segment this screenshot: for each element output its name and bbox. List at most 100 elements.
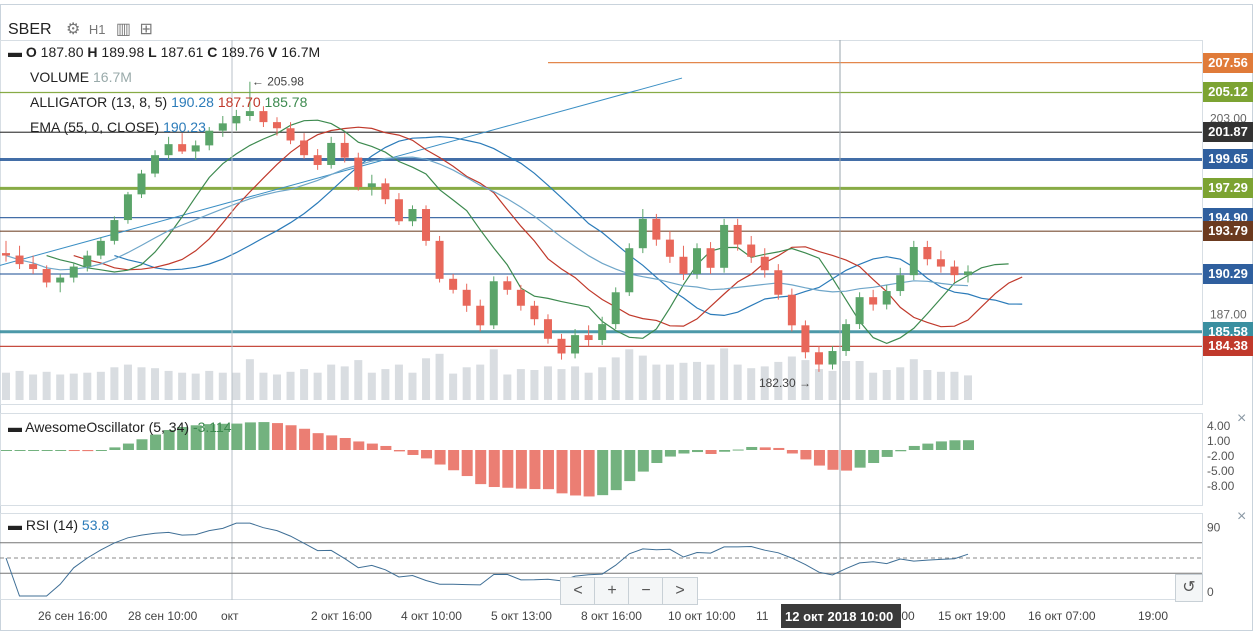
- compare-icon[interactable]: ⊞: [139, 21, 153, 38]
- settings-gear-icon[interactable]: ⚙: [66, 21, 81, 38]
- ao-bar: [610, 450, 622, 491]
- volume-bar: [367, 372, 376, 400]
- price-tag: 197.29: [1203, 178, 1253, 199]
- volume-bar: [245, 359, 254, 400]
- ao-bar: [393, 450, 405, 452]
- scroll-right-button[interactable]: >: [662, 577, 698, 605]
- legend-alligator[interactable]: ALLIGATOR (13, 8, 5) 190.28 187.70 185.7…: [30, 94, 307, 110]
- candle-body: [503, 281, 512, 290]
- candle-body: [706, 248, 715, 268]
- collapse-toggle-icon[interactable]: ▬: [8, 44, 22, 60]
- zoom-out-button[interactable]: −: [628, 577, 664, 605]
- ao-bar: [312, 433, 324, 450]
- ao-bar: [244, 422, 256, 450]
- candle-body: [652, 218, 661, 240]
- rsi-collapse-icon[interactable]: ▬: [8, 517, 22, 533]
- volume-bar: [313, 372, 322, 400]
- ao-bar: [421, 450, 433, 459]
- volume-bar: [516, 369, 525, 400]
- volume-bar: [56, 374, 65, 400]
- timeframe-label[interactable]: H1: [88, 22, 106, 37]
- ao-bar: [109, 447, 121, 450]
- ao-bar: [299, 428, 311, 450]
- legend-ema[interactable]: EMA (55, 0, CLOSE) 190.23: [30, 119, 206, 135]
- ao-bar: [895, 450, 907, 452]
- ao-bar: [95, 450, 107, 451]
- ao-bar: [935, 441, 947, 450]
- reset-chart-button[interactable]: ↺: [1175, 574, 1203, 602]
- chart-type-icon[interactable]: ▥: [115, 21, 132, 38]
- ao-bar: [434, 450, 446, 465]
- ao-bar: [163, 429, 175, 450]
- ao-bar: [624, 450, 636, 482]
- volume-bar: [272, 374, 281, 400]
- ao-bar: [150, 434, 162, 450]
- volume-bar: [462, 367, 471, 400]
- high-annotation: ← 205.98: [252, 75, 304, 89]
- ao-bar: [285, 425, 297, 450]
- candle-body: [313, 155, 322, 165]
- ao-bar: [963, 440, 974, 450]
- ao-bar: [217, 423, 229, 450]
- low-value: 187.61: [160, 44, 204, 60]
- volume-bar: [720, 348, 729, 400]
- ao-bar: [68, 450, 80, 452]
- candle-body: [449, 278, 458, 290]
- candle-body: [232, 116, 241, 124]
- price-tick-label: 187.00: [1210, 307, 1247, 321]
- volume-bar: [178, 372, 187, 400]
- volume-bar: [381, 369, 390, 400]
- candle-body: [950, 266, 959, 276]
- candle-body: [584, 335, 593, 341]
- legend-rsi[interactable]: ▬ RSI (14) 53.8: [8, 517, 109, 533]
- legend-ao[interactable]: ▬ AwesomeOscillator (5, 34) -3.114: [8, 419, 232, 435]
- volume-bar: [571, 366, 580, 400]
- time-tick-label: 4 окт 10:00: [401, 609, 462, 623]
- volume-bar: [340, 366, 349, 400]
- rsi-close-icon[interactable]: ×: [1237, 508, 1247, 525]
- volume-bar: [828, 370, 837, 400]
- ao-bar: [502, 450, 514, 488]
- candle-body: [936, 259, 945, 267]
- candle-body: [842, 324, 851, 352]
- alligator-lips-value: 185.78: [264, 94, 308, 110]
- volume-bar: [191, 373, 200, 400]
- candle-body: [476, 305, 485, 326]
- volume-bar: [354, 360, 363, 400]
- symbol-name: SBER: [8, 21, 52, 38]
- candle-body: [896, 275, 905, 292]
- volume-bar: [679, 362, 688, 400]
- ao-bar: [949, 440, 961, 450]
- legend-volume[interactable]: VOLUME 16.7M: [30, 69, 132, 85]
- ao-bar: [529, 450, 541, 490]
- symbol-title: SBER ⚙ H1 ▥ ⊞: [8, 19, 153, 39]
- rsi-line: [5, 522, 969, 597]
- candle-body: [205, 130, 214, 146]
- price-tick-label: 203.00: [1210, 111, 1247, 125]
- candle-body: [381, 183, 390, 200]
- zoom-in-button[interactable]: +: [594, 577, 630, 605]
- volume-bar: [286, 371, 295, 400]
- ao-bar: [597, 450, 609, 496]
- volume-bar: [747, 368, 756, 400]
- ao-bar: [231, 423, 243, 450]
- time-tick-label: 11: [756, 609, 769, 623]
- volume-bar: [83, 372, 92, 400]
- volume-bar: [476, 364, 485, 400]
- ao-bar: [407, 450, 419, 455]
- ao-bar: [380, 445, 392, 450]
- volume-indicator-value: 16.7M: [93, 69, 132, 85]
- ao-close-icon[interactable]: ×: [1237, 410, 1247, 427]
- volume-bar: [652, 364, 661, 400]
- volume-bar: [625, 349, 634, 400]
- volume-bar: [422, 358, 431, 400]
- alligator-label: ALLIGATOR (13, 8, 5): [30, 94, 168, 110]
- volume-bar: [327, 364, 336, 400]
- candle-body: [557, 338, 566, 354]
- scroll-left-button[interactable]: <: [560, 577, 596, 605]
- volume-bar: [774, 361, 783, 400]
- ao-collapse-icon[interactable]: ▬: [8, 419, 22, 435]
- ao-bar: [583, 450, 595, 497]
- volume-bar: [964, 375, 972, 400]
